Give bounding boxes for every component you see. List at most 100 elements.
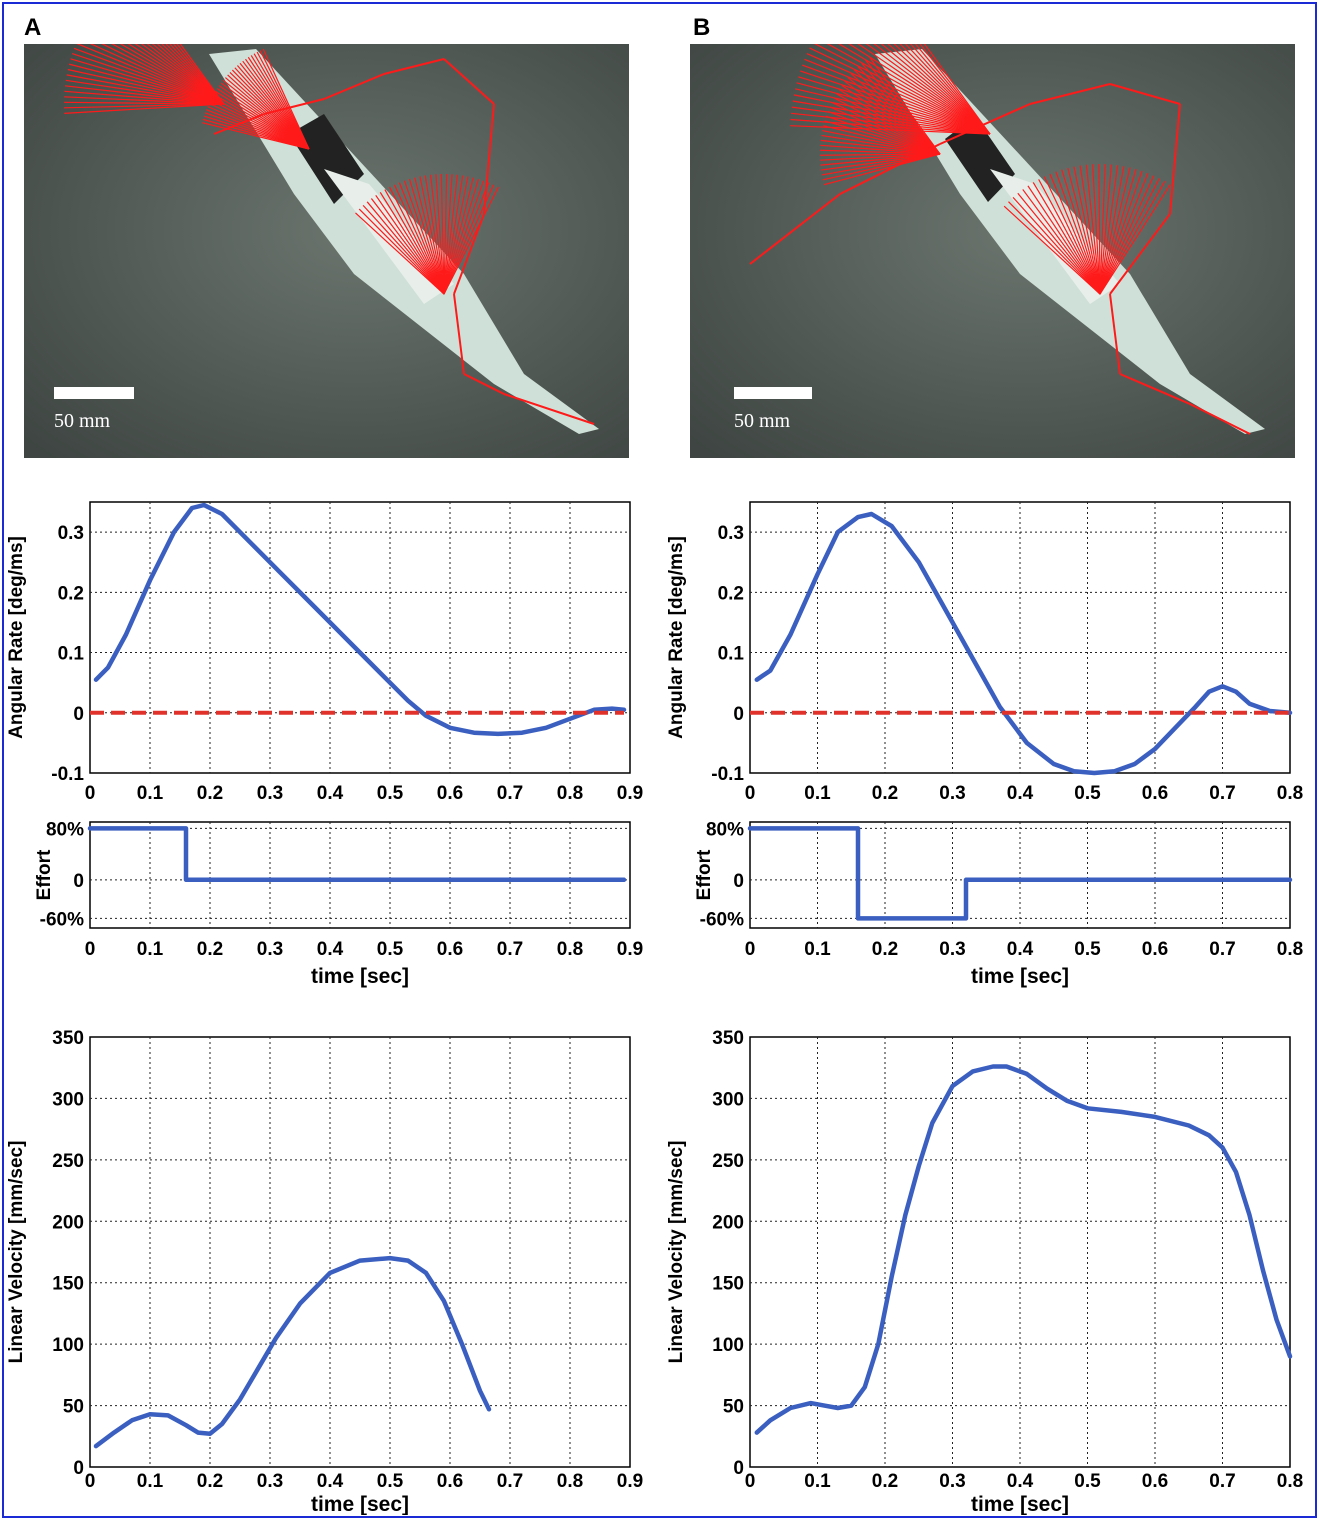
x-tick-label: 0.7 [497,1471,523,1492]
trajectory-trace [443,174,453,295]
y-tick-label: 350 [52,1028,84,1049]
trajectory-trace [820,153,941,171]
x-tick-label: 0 [85,939,96,960]
trajectory-trace [89,44,225,105]
trajectory-trace [66,74,225,105]
x-axis-label: time [sec] [971,1493,1069,1515]
trajectory-trace [263,98,325,115]
x-tick-label: 0.2 [872,1471,898,1492]
x-tick-label: 0.5 [377,939,404,960]
y-tick-label: 0 [733,871,744,892]
trajectory-trace [850,73,941,155]
trajectory-trace [857,44,991,135]
trajectory-trace [1109,293,1121,375]
trajectory-trace [443,186,499,295]
trajectory-trace [176,44,225,105]
trajectory-trace [873,44,991,135]
trajectory-trace [64,101,225,105]
trajectory-trace [802,64,991,135]
trajectory-trace [366,201,445,295]
trajectory-trace [384,189,445,295]
trajectory-trace [822,153,941,181]
trajectory-trace [1073,166,1101,295]
x-tick-label: 0.6 [1142,783,1168,804]
y-tick-label: 0 [73,871,84,892]
trajectory-trace [824,120,941,155]
trajectory-trace [804,58,991,135]
x-tick-label: 0.6 [1142,1471,1168,1492]
trajectory-trace [826,44,991,135]
trajectory-trace [848,44,991,135]
trajectory-trace [1099,172,1149,295]
trajectory-trace [262,48,310,150]
trajectory-trace [443,174,459,295]
trajectory-trace [453,213,485,295]
trajectory-trace [435,174,445,295]
trajectory-trace [839,143,941,195]
trajectory-trace [1189,403,1251,435]
x-tick-label: 0.4 [317,1471,344,1492]
trajectory-trace [790,118,991,135]
y-tick-label: 100 [52,1335,84,1356]
trajectory-trace [375,194,445,295]
trajectory-trace [791,112,991,135]
trajectory-trace [419,176,445,295]
trajectory-trace [880,44,991,135]
trajectory-trace [822,129,941,155]
y-tick-label: -0.1 [51,764,84,785]
y-tick-label: 0 [733,704,744,725]
trajectory-trace [134,44,225,105]
y-tick-label: 0.2 [718,583,744,604]
trajectory-trace [1049,173,1101,295]
trajectory-trace [1027,185,1101,295]
x-tick-label: 0.3 [939,939,965,960]
trajectory-trace [213,113,265,135]
trajectory-trace [1099,184,1171,295]
plot-area [89,1036,631,1468]
y-tick-label: 0 [73,704,84,725]
trajectory-trace [370,198,445,295]
y-tick-label: 150 [52,1274,84,1295]
series-line [754,511,1293,776]
trajectory-trace [1032,182,1101,295]
trajectory-trace [443,178,480,295]
x-tick-label: 0.8 [557,783,583,804]
trajectory-trace [1109,83,1181,105]
y-tick-label: 0.3 [718,523,744,544]
trajectory-trace [127,44,225,105]
trajectory-trace [821,153,941,176]
x-tick-label: 0.3 [939,1471,965,1492]
trajectory-trace [1017,192,1101,295]
trajectory-trace [453,293,465,375]
trajectory-trace [838,88,941,155]
x-tick-label: 0.9 [617,783,643,804]
trajectory-trace [1061,169,1101,295]
plot-area [89,821,631,929]
x-tick-label: 0.1 [137,939,164,960]
trajectory-trace [923,44,991,135]
trajectory-trace [64,103,225,109]
photo-trajectory-b: 50 mm [690,44,1295,458]
x-tick-label: 0.6 [1142,939,1168,960]
trajectory-trace [1098,163,1101,295]
series-line [93,502,627,737]
trajectory-traces [749,44,1251,435]
x-tick-label: 0.1 [804,939,831,960]
trajectory-trace [1038,179,1101,295]
trajectory-trace [119,44,225,105]
trajectory-trace [795,88,991,135]
trajectory-trace [169,44,225,105]
scale-label: 50 mm [734,410,791,432]
trajectory-trace [820,153,941,166]
trajectory-trace [111,44,225,105]
trajectory-trace [443,177,474,295]
trajectory-trace [1109,213,1171,295]
trajectory-trace [865,44,991,135]
x-tick-label: 0.1 [137,783,164,804]
trajectory-trace [414,177,445,295]
y-tick-label: 150 [712,1274,744,1295]
trajectory-trace [790,125,991,135]
trajectory-trace [793,94,991,135]
y-axis-label: Linear Velocity [mm/sec] [6,1141,27,1364]
trajectory-trace [443,180,485,295]
